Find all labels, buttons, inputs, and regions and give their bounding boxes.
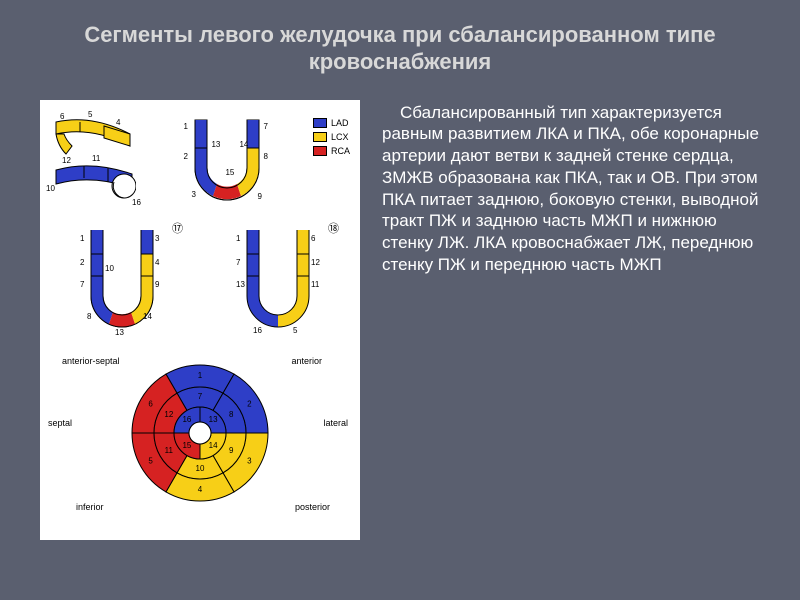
seg-num: 9 (257, 192, 261, 201)
seg-num: 10 (105, 264, 114, 273)
seg-num: 13 (236, 280, 245, 289)
svg-text:10: 10 (196, 464, 205, 473)
page-title: Сегменты левого желудочка при сбалансиро… (0, 0, 800, 90)
legend-label: RCA (331, 146, 350, 156)
svg-text:16: 16 (182, 415, 191, 424)
svg-text:15: 15 (182, 441, 191, 450)
seg-num: 8 (263, 152, 267, 161)
seg-num: 15 (225, 168, 234, 177)
seg-num: 6 (60, 112, 64, 121)
svg-text:8: 8 (229, 410, 234, 419)
label-lateral: lateral (323, 418, 348, 428)
arch-view-17: ⑰ (83, 224, 161, 344)
seg-num: 2 (80, 258, 84, 267)
seg-num: 10 (46, 184, 55, 193)
seg-num: 1 (236, 234, 240, 243)
seg-num: 13 (211, 140, 220, 149)
seg-num: 12 (62, 156, 71, 165)
seg-num: 4 (116, 118, 120, 127)
seg-num: 7 (80, 280, 84, 289)
legend-item-lcx: LCX (313, 132, 350, 142)
seg-num: 14 (239, 140, 248, 149)
svg-text:9: 9 (229, 446, 234, 455)
view-label: ⑱ (328, 220, 339, 236)
svg-text:1: 1 (198, 371, 203, 380)
seg-num: 6 (311, 234, 315, 243)
long-axis-view-b: 1 2 3 7 8 9 13 14 15 (181, 112, 267, 212)
seg-num: 11 (311, 280, 319, 289)
seg-num: 3 (191, 190, 195, 199)
label-septal: septal (48, 418, 72, 428)
label-inferior: inferior (76, 502, 104, 512)
svg-text:3: 3 (247, 456, 252, 465)
seg-num: 1 (183, 122, 187, 131)
seg-num: 14 (143, 312, 152, 321)
diagram-panel: 6 5 4 12 11 10 16 (40, 100, 360, 540)
seg-num: 8 (87, 312, 91, 321)
seg-num: 7 (236, 258, 240, 267)
svg-text:4: 4 (198, 485, 203, 494)
seg-num: 7 (263, 122, 267, 131)
seg-num: 9 (155, 280, 159, 289)
polar-plot: anterior-septal anterior septal lateral … (50, 358, 350, 508)
svg-text:14: 14 (209, 441, 218, 450)
seg-num: 5 (88, 110, 92, 119)
legend-label: LAD (331, 118, 349, 128)
seg-num: 3 (155, 234, 159, 243)
svg-text:6: 6 (148, 399, 153, 408)
seg-num: 4 (155, 258, 159, 267)
long-axis-view-a: 6 5 4 12 11 10 16 (50, 112, 136, 212)
label-anterior: anterior (291, 356, 322, 366)
seg-num: 5 (293, 326, 297, 335)
svg-text:7: 7 (198, 392, 203, 401)
swatch-lad (313, 118, 327, 128)
seg-num: 13 (115, 328, 124, 337)
label-anterior-septal: anterior-septal (62, 356, 120, 366)
legend-item-rca: RCA (313, 146, 350, 156)
swatch-lcx (313, 132, 327, 142)
content-area: 6 5 4 12 11 10 16 (0, 90, 800, 540)
svg-text:13: 13 (209, 415, 218, 424)
seg-num: 11 (92, 154, 100, 163)
swatch-rca (313, 146, 327, 156)
view-label: ⑰ (172, 220, 183, 236)
svg-text:5: 5 (148, 456, 153, 465)
bullseye-svg: 12345678910111213141516 (120, 358, 280, 508)
body-text: Сбалансированный тип характеризуется рав… (382, 100, 776, 540)
seg-num: 1 (80, 234, 84, 243)
arch-view-18: ⑱ 1 7 (239, 224, 317, 344)
label-posterior: posterior (295, 502, 330, 512)
legend-label: LCX (331, 132, 349, 142)
seg-num: 16 (253, 326, 262, 335)
legend: LAD LCX RCA (313, 112, 350, 156)
svg-text:2: 2 (247, 399, 252, 408)
svg-text:11: 11 (165, 446, 174, 455)
svg-text:12: 12 (164, 410, 173, 419)
seg-num: 16 (132, 198, 141, 207)
legend-item-lad: LAD (313, 118, 350, 128)
seg-num: 12 (311, 258, 320, 267)
seg-num: 2 (183, 152, 187, 161)
